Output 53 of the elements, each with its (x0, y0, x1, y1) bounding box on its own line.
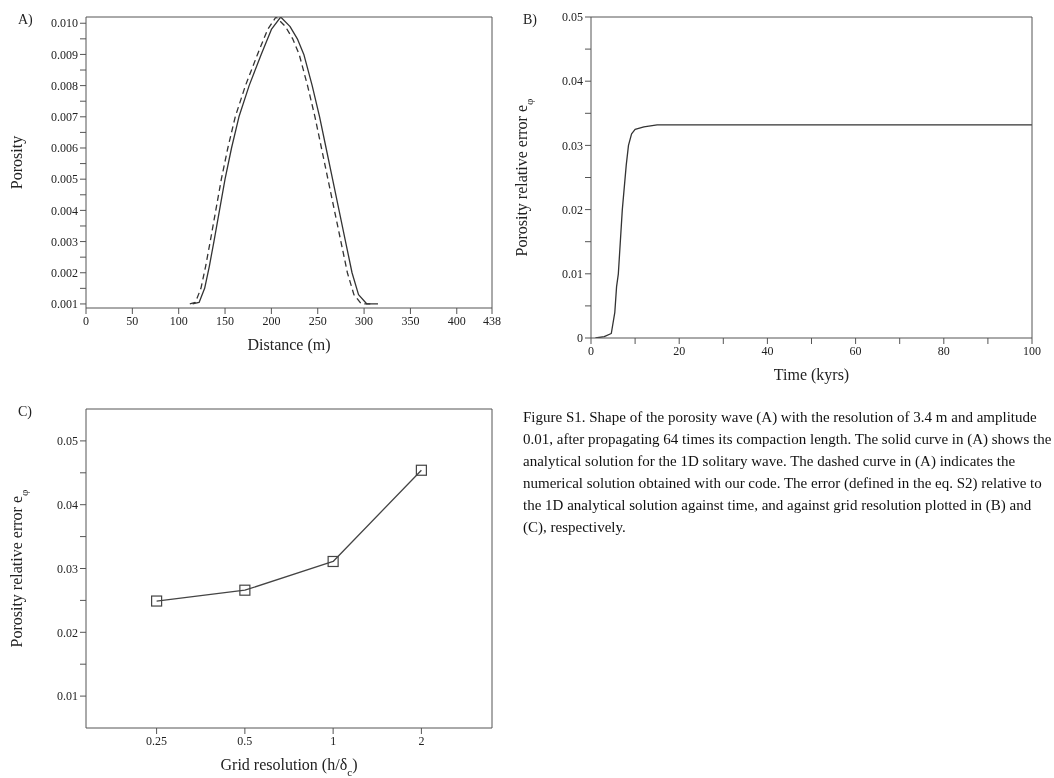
y-tick-label: 0.02 (562, 202, 583, 217)
x-tick-label: 1 (330, 733, 337, 748)
caption: Figure S1. Shape of the porosity wave (A) with the resolution of 3.4 m and amplitude 0.01, after propagating 64 times its compaction length. The solid curve in (A) shows the analytical solution for the 1D solitary wave. The dashed curve in (A) indicates the numerical solution obtained with our code. The error (defined in the eq. S2) relative to the 1D analytical solution against time, and against grid resolution plotted in (B) and (C), respectively. (523, 408, 1053, 537)
y-tick-label: 0.03 (562, 138, 583, 153)
y-tick-label: 0.03 (57, 561, 78, 576)
x-tick-label: 150 (216, 313, 235, 328)
x-tick-label: 20 (673, 343, 686, 358)
y-tick-label: 0.010 (51, 16, 78, 31)
x-tick-label: 100 (1023, 343, 1041, 358)
x-tick-label: 200 (262, 313, 281, 328)
y-tick-label: 0.004 (51, 203, 78, 218)
x-tick-label: 80 (937, 343, 950, 358)
y-tick-label: 0.002 (51, 266, 78, 281)
x-axis-title: Distance (m) (247, 336, 331, 354)
x-tick-label: 0 (588, 343, 594, 358)
y-tick-label: 0.009 (51, 47, 78, 62)
y-tick-label: 0.02 (57, 625, 78, 640)
y-tick-label: 0.001 (51, 297, 78, 312)
x-tick-label: 100 (169, 313, 188, 328)
x-tick-label: 50 (126, 313, 139, 328)
y-tick-label: 0.04 (57, 497, 78, 512)
y-tick-label: 0 (577, 331, 583, 346)
chart-title: C) (18, 404, 32, 420)
x-tick-label: 60 (849, 343, 862, 358)
x-tick-label: 300 (355, 313, 374, 328)
x-tick-label: 40 (761, 343, 774, 358)
point (151, 595, 163, 607)
x-axis-title: Time (kyrs) (773, 366, 850, 384)
y-tick-label: 0.003 (51, 234, 78, 249)
x-tick-label: 400 (447, 313, 466, 328)
y-tick-label: 0.007 (51, 110, 78, 125)
point (239, 584, 251, 596)
x-tick-label: 2 (418, 733, 425, 748)
point (327, 555, 339, 568)
y-axis-title: Porosity (8, 135, 26, 190)
y-tick-label: 0.05 (562, 10, 583, 25)
x-tick-label: 0.25 (146, 733, 168, 748)
y-tick-label: 0.01 (562, 267, 583, 282)
chart-title: B) (523, 12, 537, 28)
x-axis-title: Grid resolution (h/δ$_{c}$) (220, 756, 358, 778)
x-tick-label: 438 (483, 313, 501, 328)
x-tick-label: 250 (308, 313, 327, 328)
x-tick-label: 350 (401, 313, 420, 328)
y-tick-label: 0.005 (51, 172, 78, 187)
x-tick-label: 0 (83, 313, 89, 328)
x-tick-label: 0.5 (237, 733, 253, 748)
chart-title: A) (18, 12, 33, 28)
y-tick-label: 0.006 (51, 141, 78, 156)
point (415, 464, 427, 476)
y-tick-label: 0.01 (57, 689, 78, 704)
y-tick-label: 0.05 (57, 434, 78, 449)
y-tick-label: 0.008 (51, 78, 78, 93)
y-tick-label: 0.04 (562, 74, 583, 89)
